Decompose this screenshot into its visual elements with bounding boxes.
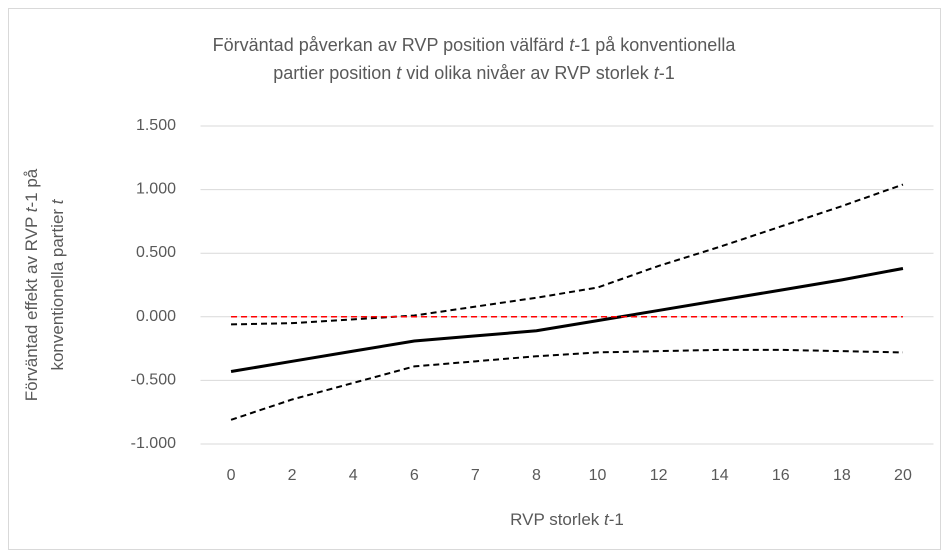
- x-tick-label: 12: [650, 467, 668, 484]
- y-axis-title: konventionella partier t: [48, 198, 67, 370]
- x-tick-label: 4: [349, 467, 358, 484]
- x-tick-label: 18: [833, 467, 851, 484]
- x-tick-label: 7: [471, 467, 480, 484]
- x-tick-label: 8: [532, 467, 541, 484]
- y-tick-label: 1.500: [136, 117, 176, 134]
- y-tick-label: -1.000: [131, 435, 176, 452]
- x-tick-label: 2: [288, 467, 297, 484]
- y-tick-label: 0.000: [136, 308, 176, 325]
- x-tick-label: 20: [894, 467, 912, 484]
- y-tick-label: 1.000: [136, 181, 176, 198]
- data-line: [230, 348, 903, 421]
- x-tick-label: 10: [589, 467, 607, 484]
- y-tick-label: 0.500: [136, 244, 176, 261]
- x-tick-label: 0: [227, 467, 236, 484]
- x-tick-label: 14: [711, 467, 729, 484]
- chart-title: partier position t vid olika nivåer av R…: [273, 63, 675, 83]
- x-tick-label: 6: [410, 467, 419, 484]
- chart-border: [8, 8, 941, 550]
- data-line: [231, 183, 904, 326]
- x-axis-title: RVP storlek t-1: [510, 510, 624, 529]
- data-line: [230, 266, 904, 373]
- chart-title: Förväntad påverkan av RVP position välfä…: [213, 35, 737, 55]
- x-tick-label: 16: [772, 467, 790, 484]
- y-axis-title: Förväntad effekt av RVP t-1 på: [22, 168, 41, 401]
- y-tick-label: -0.500: [131, 372, 176, 389]
